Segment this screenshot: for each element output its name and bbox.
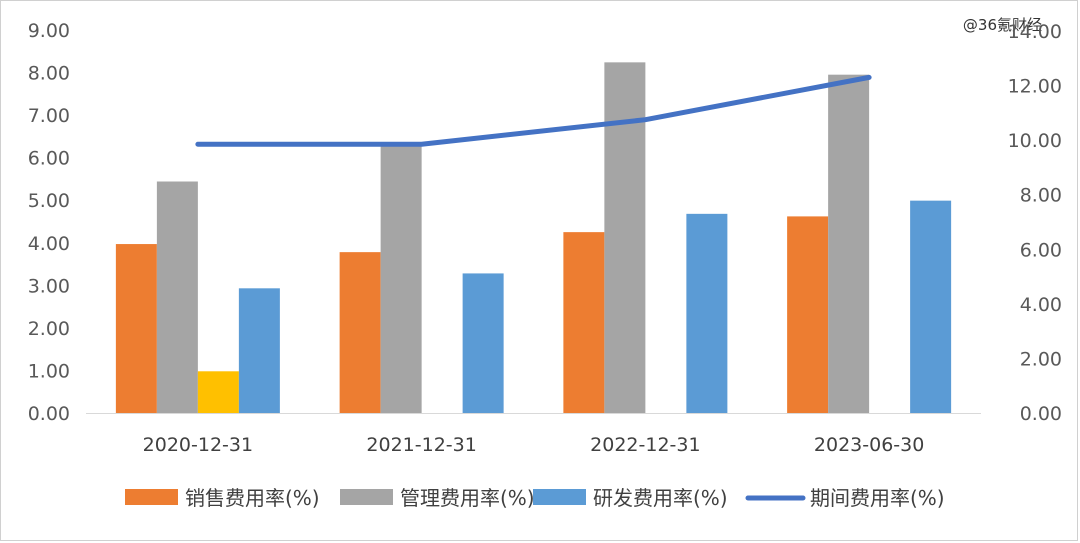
x-category-label: 2021-12-31 (366, 434, 476, 456)
y-left-tick-label: 7.00 (28, 105, 70, 127)
legend-label: 研发费用率(%) (593, 486, 728, 510)
y-right-tick-label: 14.00 (1008, 21, 1062, 43)
bar (115, 244, 157, 413)
bar (787, 216, 829, 413)
bar (339, 252, 381, 413)
y-right-tick-label: 10.00 (1008, 130, 1062, 152)
y-right-tick-label: 2.00 (1020, 348, 1062, 370)
bar (197, 371, 239, 413)
bar (828, 74, 870, 413)
y-left-tick-label: 5.00 (28, 190, 70, 212)
bar (462, 273, 504, 413)
y-right-tick-label: 4.00 (1020, 294, 1062, 316)
bar (380, 145, 422, 414)
y-right-tick-label: 12.00 (1008, 76, 1062, 98)
x-category-label: 2022-12-31 (590, 434, 700, 456)
legend-swatch (533, 489, 586, 505)
bar (563, 232, 605, 413)
y-left-tick-label: 6.00 (28, 148, 70, 170)
legend-swatch (340, 489, 393, 505)
bar (910, 200, 952, 413)
y-right-tick-label: 8.00 (1020, 185, 1062, 207)
y-left-tick-label: 3.00 (28, 275, 70, 297)
bar (604, 62, 646, 413)
bar (686, 213, 728, 413)
y-left-tick-label: 2.00 (28, 318, 70, 340)
legend-label: 管理费用率(%) (400, 486, 535, 510)
bar (238, 288, 280, 413)
x-category-label: 2023-06-30 (814, 434, 924, 456)
legend-label: 销售费用率(%) (185, 486, 320, 510)
x-category-label: 2020-12-31 (143, 434, 253, 456)
bar (156, 181, 198, 413)
y-right-tick-label: 6.00 (1020, 239, 1062, 261)
y-left-tick-label: 9.00 (28, 20, 70, 42)
legend-label: 期间费用率(%) (810, 486, 945, 510)
y-left-tick-label: 1.00 (28, 360, 70, 382)
y-right-tick-label: 0.00 (1020, 403, 1062, 425)
y-left-tick-label: 8.00 (28, 63, 70, 85)
line-series (195, 74, 872, 147)
y-left-tick-label: 4.00 (28, 233, 70, 255)
y-left-tick-label: 0.00 (28, 403, 70, 425)
legend-swatch (125, 489, 178, 505)
watermark-text: @36氪财经 (962, 16, 1042, 34)
